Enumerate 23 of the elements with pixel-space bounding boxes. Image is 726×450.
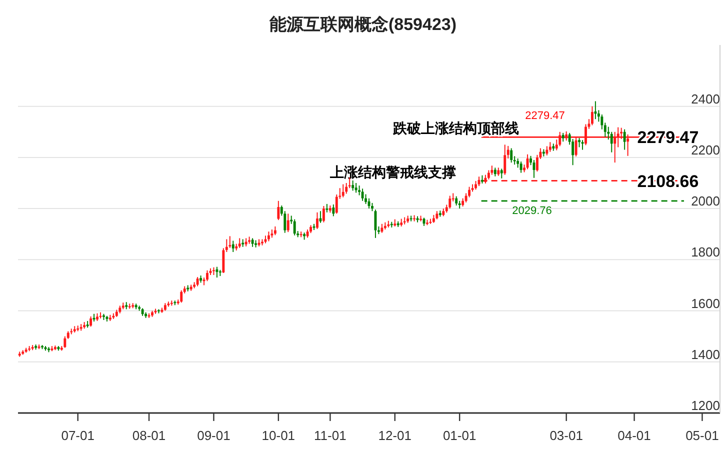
annotation: 跌破上涨结构顶部线: [392, 120, 519, 136]
y-tick-label: 1800: [691, 244, 720, 260]
x-tick-label: 08-01: [132, 428, 166, 443]
y-tick-label: 1400: [691, 346, 720, 362]
annotation: 2029.76: [512, 204, 552, 217]
x-tick-label: 04-01: [618, 428, 651, 443]
x-tick-label: 01-01: [442, 428, 476, 443]
x-tick-label: 07-01: [61, 428, 94, 443]
x-tick-label: 09-01: [197, 428, 230, 443]
x-tick-label: 03-01: [550, 428, 583, 443]
y-tick-label: 1600: [691, 296, 720, 311]
annotation: 上涨结构警戒线支撑: [329, 164, 456, 180]
y-tick-label: 2000: [691, 194, 720, 209]
annotation: 2279.47: [525, 110, 565, 122]
x-tick-label: 12-01: [378, 428, 412, 443]
y-tick-label: 2200: [691, 142, 720, 158]
x-tick-label: 05-01: [686, 428, 719, 443]
ref-line-label: 2108.66: [637, 172, 699, 191]
chart-title: 能源互联网概念(859423): [269, 15, 457, 34]
y-tick-label: 1200: [691, 398, 720, 413]
x-tick-label: 10-01: [262, 428, 296, 443]
x-tick-label: 11-01: [314, 428, 346, 443]
y-tick-label: 2400: [691, 91, 720, 106]
